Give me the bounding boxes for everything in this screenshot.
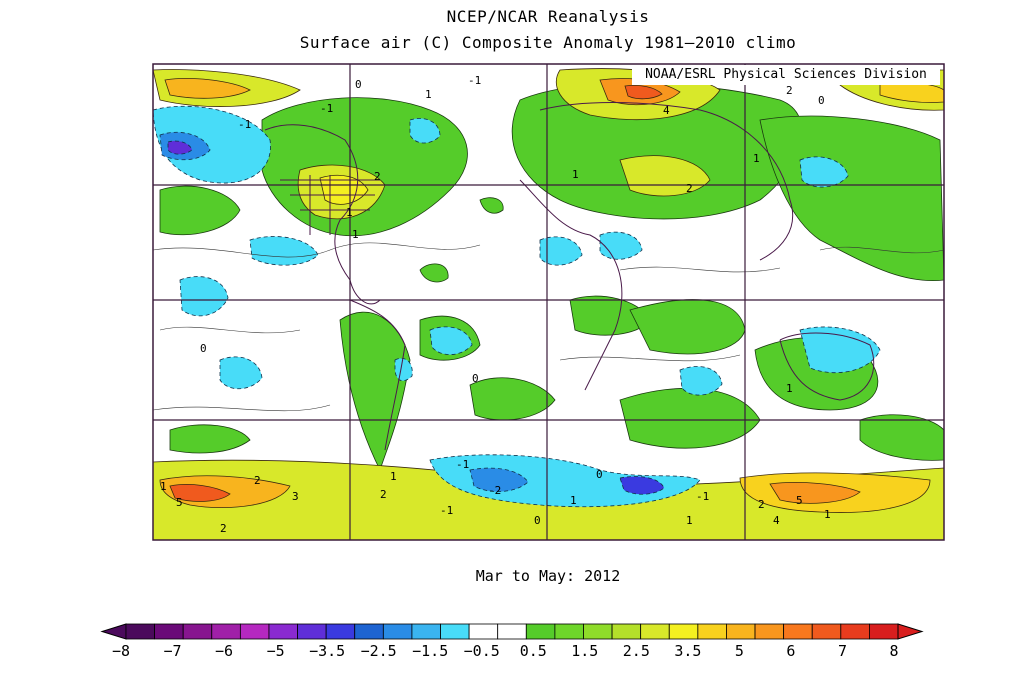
colorbar-tick-label: 2.5 [623,642,650,660]
colorbar-tick-label: −6 [215,642,233,660]
contour-label: 1 [390,470,397,483]
colorbar-swatch [182,623,213,640]
contour-label: 1 [425,88,432,101]
colorbar-right-arrow [897,623,924,640]
contour-label: 1 [686,514,693,527]
contour-label: 1 [160,480,167,493]
colorbar-swatch [754,623,785,640]
colorbar-swatch [239,623,270,640]
colorbar-swatch [382,623,413,640]
contour-label: 1 [570,494,577,507]
colorbar-tick-label: 7 [838,642,847,660]
contour-label: 1 [352,228,359,241]
chart-title: NCEP/NCAR Reanalysis [446,7,650,26]
contour-label: 2 [380,488,387,501]
colorbar-tick-label: 5 [735,642,744,660]
contour-label: 2 [374,170,381,183]
contour-label: 0 [472,372,479,385]
colorbar-swatch [783,623,813,640]
contour-label: 2 [254,474,261,487]
contour-label: 4 [773,514,780,527]
contour-label: 1 [824,508,831,521]
contour-label: 1 [753,152,760,165]
contour-label: -1 [320,102,333,115]
colorbar-tick-label: 0.5 [520,642,547,660]
colorbar-swatch [811,623,842,640]
colorbar-swatch [697,623,727,640]
colorbar-swatch [554,623,584,640]
colorbar-tick-label: 6 [786,642,795,660]
colorbar-tick-label: −5 [267,642,285,660]
colorbar-swatch [497,623,527,640]
colorbar-swatch [611,623,642,640]
contour-label: 0 [818,94,825,107]
colorbar-swatch [440,623,470,640]
colorbar-tick-label: −1.5 [412,642,448,660]
contour-label: 2 [758,498,765,511]
colorbar-swatch [411,623,441,640]
colorbar-left-arrow [100,623,127,640]
colorbar-swatch [268,623,298,640]
colorbar-swatch [583,623,613,640]
contour-label: -1 [468,74,481,87]
contour-label: 5 [796,494,803,507]
contour-label: 1 [346,206,353,219]
colorbar-tick-label: −2.5 [361,642,397,660]
colorbar-swatch [468,623,499,640]
contour-label: 2 [786,84,793,97]
credit-label: NOAA/ESRL Physical Sciences Division [632,65,940,85]
colorbar-swatch [154,623,184,640]
contour-label: 0 [355,78,362,91]
colorbar-tick-label: 8 [889,642,898,660]
colorbar-tick-label: −3.5 [309,642,345,660]
contour-label: -1 [238,118,251,131]
colorbar-tick-label: −0.5 [464,642,500,660]
colorbar-swatch [525,623,556,640]
contour-label: -1 [696,490,709,503]
colorbar-swatch [297,623,327,640]
contour-label: 0 [200,342,207,355]
contour-label: 2 [220,522,227,535]
colorbar-swatch [840,623,870,640]
contour-label: 0 [596,468,603,481]
period-label: Mar to May: 2012 [475,567,621,585]
contour-label: 1 [786,382,793,395]
colorbar-tick-label: −7 [164,642,182,660]
contour-label: -1 [456,458,469,471]
colorbar-tick-label: −8 [112,642,130,660]
colorbar-swatch [668,623,699,640]
colorbar-swatch [640,623,670,640]
colorbar-tick-label: 1.5 [571,642,598,660]
colorbar-swatch [354,623,384,640]
contour-label: -1 [440,504,453,517]
contour-label: 3 [292,490,299,503]
colorbar-swatch [211,623,241,640]
colorbar-swatch [726,623,756,640]
contour-label: 1 [572,168,579,181]
contour-label: 5 [176,496,183,509]
contour-label: 0 [534,514,541,527]
contour-label: 2 [686,182,693,195]
chart-subtitle: Surface air (C) Composite Anomaly 1981–2… [299,33,797,52]
colorbar-swatch [125,623,155,640]
colorbar-tick-label: 3.5 [674,642,701,660]
contour-label: 4 [663,104,670,117]
colorbar-swatch [869,623,899,640]
contour-label: -2 [488,484,501,497]
colorbar-swatch [325,623,356,640]
